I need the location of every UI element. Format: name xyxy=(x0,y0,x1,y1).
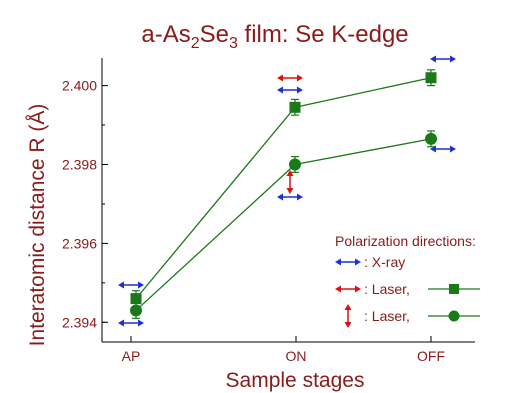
xray-arrow-icon xyxy=(335,258,361,266)
series-group xyxy=(130,69,437,319)
annotation-block: Polarization directions: : X-ray : Laser,… xyxy=(335,233,480,328)
annotation-header: Polarization directions: xyxy=(335,233,476,249)
y-axis-label: Interatomic distance R (Å) xyxy=(26,104,49,347)
x-tick-label: AP xyxy=(122,348,141,364)
annotation-label: : Laser, xyxy=(364,308,410,324)
xray-arrow-icon xyxy=(118,281,144,289)
legend-square-marker xyxy=(449,284,459,294)
legend-circle-marker xyxy=(448,310,460,322)
square-data-point xyxy=(289,101,301,113)
x-tick-label: ON xyxy=(286,348,307,364)
annotation-label: : X-ray xyxy=(364,254,405,270)
annotation-item: : X-ray xyxy=(335,254,405,270)
xray-arrow-icon xyxy=(430,55,456,63)
annotation-item: : Laser, xyxy=(344,304,480,328)
title-subscript: 2 xyxy=(191,35,200,52)
y-tick-label: 2.394 xyxy=(62,314,97,330)
chart-title: a-As2Se3 film: Se K-edge xyxy=(141,21,408,52)
laser-horizontal-arrow-icon xyxy=(277,74,303,82)
laser-vertical-arrow-icon xyxy=(344,304,352,328)
xray-arrow-icon xyxy=(277,86,303,94)
title-subscript: 3 xyxy=(229,35,238,52)
y-tick-label: 2.396 xyxy=(62,235,97,251)
y-ticks: 2.394 2.396 2.398 2.400 xyxy=(62,78,108,330)
annotation-items: : X-ray : Laser, : Laser, xyxy=(335,254,480,328)
laser-horizontal-arrow-icon xyxy=(335,285,361,293)
square-data-point xyxy=(425,72,437,84)
xray-arrow-icon xyxy=(277,193,303,201)
x-axis-label: Sample stages xyxy=(226,369,365,392)
title-text-part: a-As xyxy=(141,21,190,48)
axes xyxy=(101,58,475,343)
y-tick-label: 2.400 xyxy=(62,78,97,94)
x-tick-label: OFF xyxy=(417,348,445,364)
annotation-label: : Laser, xyxy=(364,281,410,297)
xray-arrow-icon xyxy=(118,319,144,327)
annotation-item: : Laser, xyxy=(335,281,480,297)
circle-data-point xyxy=(425,132,437,145)
square-data-point xyxy=(130,293,142,305)
y-tick-label: 2.398 xyxy=(62,157,97,173)
title-text-part: Se xyxy=(200,21,229,48)
polarization-arrows xyxy=(118,55,456,327)
laser-vertical-arrow-icon xyxy=(286,170,294,194)
circle-data-point xyxy=(289,158,301,171)
circle-data-point xyxy=(130,304,142,317)
x-ticks: AP ON OFF xyxy=(122,336,445,364)
title-text-part: film: Se K-edge xyxy=(238,21,409,48)
